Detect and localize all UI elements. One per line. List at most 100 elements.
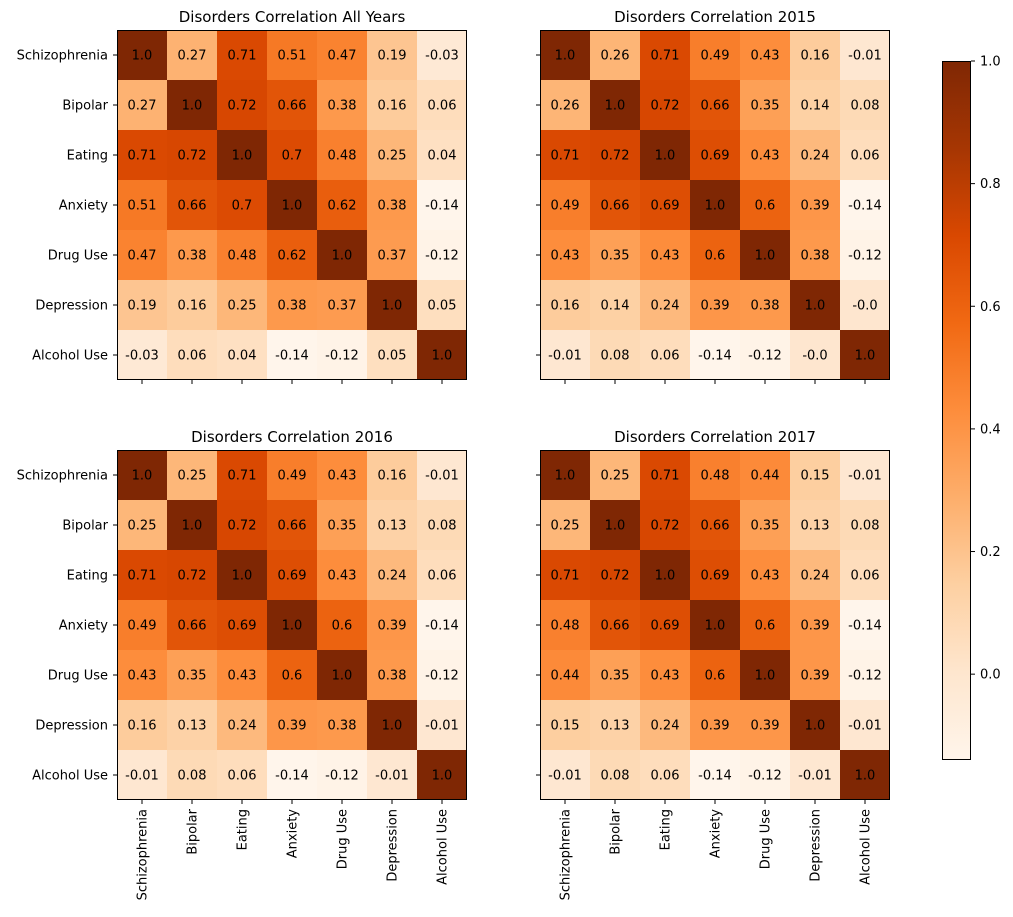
heatmap-cell (590, 230, 640, 280)
heatmap-cell (540, 450, 590, 500)
cell-value-label: 1.0 (182, 99, 203, 114)
cell-value-label: 0.39 (701, 299, 730, 314)
heatmap-panel: Disorders Correlation All Years 1.0 0.27 0.… (17, 8, 467, 384)
heatmap-cell (840, 700, 890, 750)
cell-value-label: 0.06 (851, 149, 880, 164)
heatmap-cell (540, 500, 590, 550)
y-tick-label: Anxiety (59, 619, 109, 634)
y-tick-label: Eating (67, 569, 108, 584)
heatmap-panels: Disorders Correlation All Years 1.0 0.27 0.… (17, 8, 890, 900)
heatmap-cell (267, 700, 317, 750)
cell-value-label: 0.35 (751, 519, 780, 534)
cell-value-label: 0.16 (178, 299, 207, 314)
heatmap-cell (267, 600, 317, 650)
cell-value-label: 0.66 (178, 619, 207, 634)
cell-value-label: 0.72 (651, 99, 680, 114)
cell-value-label: 0.44 (551, 669, 580, 684)
heatmap-cell (417, 30, 467, 80)
cell-value-label: -0.01 (848, 469, 882, 484)
heatmap-cell (740, 500, 790, 550)
heatmap-cell (840, 450, 890, 500)
cell-value-label: 1.0 (555, 469, 576, 484)
x-tick-label: Eating (236, 809, 251, 850)
cell-value-label: 0.06 (428, 99, 457, 114)
y-tick-label: Drug Use (48, 669, 108, 684)
cell-value-label: 0.13 (378, 519, 407, 534)
cell-value-label: 0.71 (228, 469, 257, 484)
cell-value-label: 1.0 (382, 299, 403, 314)
colorbar-fill (942, 61, 971, 760)
heatmap-cell (740, 600, 790, 650)
x-tick-label: Depression (809, 809, 824, 882)
colorbar-tick-label: 0.8 (980, 177, 1001, 192)
cell-value-label: 0.39 (801, 669, 830, 684)
heatmap-cell (590, 500, 640, 550)
panel-frame (117, 30, 467, 380)
cell-value-label: 0.14 (601, 299, 630, 314)
heatmap-cell (740, 750, 790, 800)
x-tick-label: Schizophrenia (136, 809, 151, 900)
cell-value-label: 0.72 (228, 99, 257, 114)
cell-value-label: 0.15 (551, 719, 580, 734)
x-tick-label: Alcohol Use (436, 809, 451, 885)
cell-value-label: -0.01 (548, 349, 582, 364)
cell-value-label: 0.15 (801, 469, 830, 484)
heatmap-cell (590, 650, 640, 700)
cell-value-label: -0.01 (425, 719, 459, 734)
heatmap-cell (590, 80, 640, 130)
heatmap-cell (540, 650, 590, 700)
y-tick-label: Bipolar (62, 519, 108, 534)
heatmap-cell (840, 500, 890, 550)
heatmap-cell (117, 280, 167, 330)
cell-value-label: 0.24 (651, 719, 680, 734)
cell-value-label: 0.71 (228, 49, 257, 64)
heatmap-cell (317, 600, 367, 650)
heatmap-cell (267, 550, 317, 600)
heatmap-cell (217, 230, 267, 280)
heatmap-cell (167, 80, 217, 130)
cell-value-label: 0.66 (601, 199, 630, 214)
heatmap-cell (167, 550, 217, 600)
cell-value-label: 0.39 (278, 719, 307, 734)
heatmap-cell (267, 130, 317, 180)
heatmap-cell (790, 230, 840, 280)
heatmap-cell (740, 700, 790, 750)
heatmap-cell (740, 550, 790, 600)
heatmap-cell (840, 30, 890, 80)
heatmap-cell (740, 330, 790, 380)
heatmap-cell (790, 550, 840, 600)
heatmap-cell (117, 330, 167, 380)
heatmap-cell (590, 130, 640, 180)
heatmap-cell (267, 750, 317, 800)
cell-value-label: 0.69 (701, 149, 730, 164)
cell-value-label: -0.01 (548, 769, 582, 784)
heatmap-cell (640, 500, 690, 550)
heatmap-cell (117, 750, 167, 800)
cell-value-label: 0.72 (601, 569, 630, 584)
heatmap-cell (840, 230, 890, 280)
heatmap-cell (540, 80, 590, 130)
cell-value-label: 0.38 (801, 249, 830, 264)
heatmap-cell (790, 330, 840, 380)
x-tick-label: Drug Use (336, 809, 351, 869)
cell-value-label: 0.69 (278, 569, 307, 584)
cell-value-label: 0.71 (651, 49, 680, 64)
heatmap-cell (417, 500, 467, 550)
cell-value-label: 1.0 (432, 769, 453, 784)
cell-value-label: -0.14 (848, 619, 882, 634)
heatmap-cell (317, 550, 367, 600)
heatmap-cell (540, 700, 590, 750)
heatmap-cell (590, 280, 640, 330)
cell-value-label: 0.08 (851, 99, 880, 114)
heatmap-cell (217, 450, 267, 500)
cell-value-label: 0.49 (278, 469, 307, 484)
cell-value-label: 0.49 (701, 49, 730, 64)
heatmap-cell (317, 280, 367, 330)
cell-value-label: 1.0 (332, 669, 353, 684)
heatmap-cell (640, 750, 690, 800)
colorbar-tick-label: 1.0 (980, 55, 1001, 70)
heatmap-cell (740, 30, 790, 80)
cell-value-label: 0.71 (551, 149, 580, 164)
cell-value-label: 0.47 (128, 249, 157, 264)
heatmap-cell (117, 180, 167, 230)
